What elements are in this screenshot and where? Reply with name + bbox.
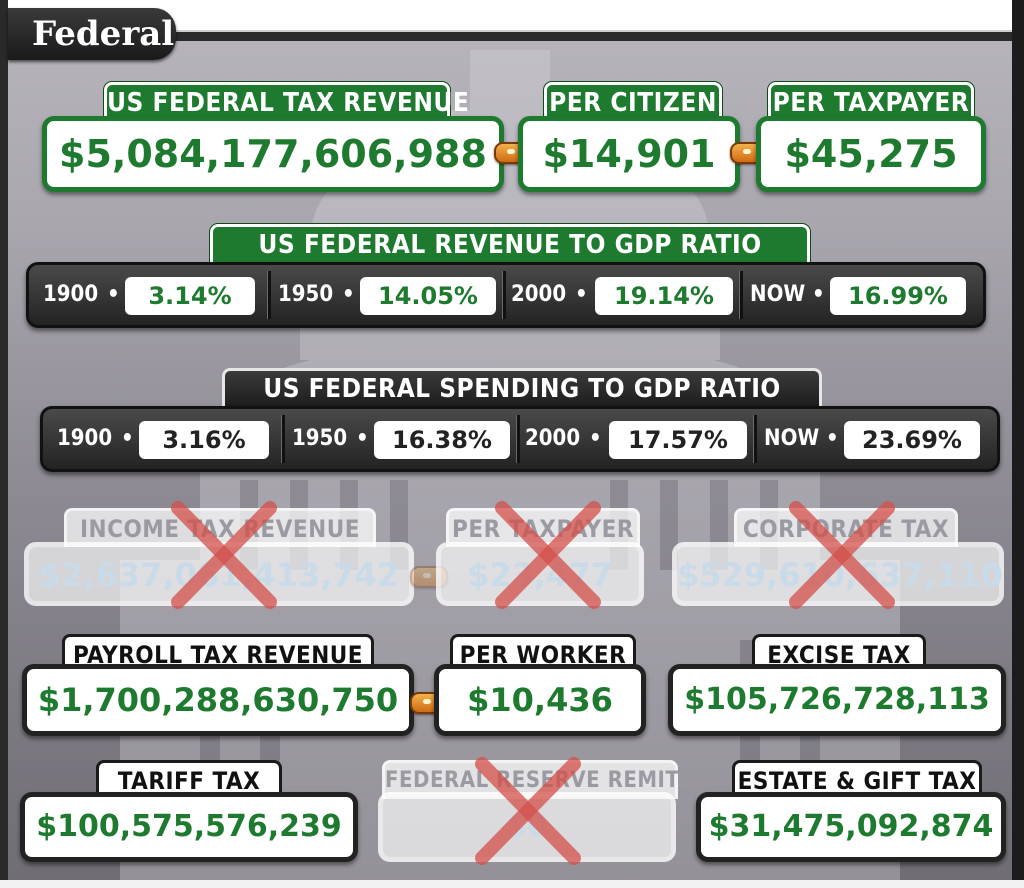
per-citizen-value: $14,901 (518, 116, 740, 192)
section-title: Federal (8, 8, 176, 60)
spending-gdp-value-1900: 3.16% (139, 421, 269, 459)
corporate-tax-value: $529,610,637,110 (672, 542, 1004, 606)
divider (281, 415, 285, 463)
per-taxpayer-title: PER TAXPAYER (768, 82, 974, 121)
header-rule (170, 30, 1012, 41)
revenue-gdp-year-2000: 2000 (511, 282, 567, 307)
federal-reserve-remit-value: $0 (378, 792, 676, 862)
left-edge (0, 0, 8, 888)
excise-tax-value: $105,726,728,113 (668, 664, 1006, 736)
revenue-gdp-year-1950: 1950 (278, 282, 334, 307)
federal-tax-revenue-title: US FEDERAL TAX REVENUE (104, 82, 469, 121)
right-edge (1012, 0, 1024, 888)
revenue-gdp-year-now: NOW (750, 282, 806, 307)
spending-gdp-title: US FEDERAL SPENDING TO GDP RATIO (222, 368, 822, 407)
spending-gdp-cell-2000: 2000 • 17.57% (519, 409, 753, 469)
spending-gdp-cell-now: NOW • 23.69% (756, 409, 997, 469)
spending-gdp-value-now: 23.69% (844, 421, 980, 459)
spending-gdp-value-2000: 17.57% (609, 421, 747, 459)
tariff-tax-value: $100,575,576,239 (20, 792, 358, 862)
bullet: • (342, 282, 355, 307)
bullet: • (356, 426, 369, 451)
income-tax-value: $2,637,061,413,742 (24, 542, 414, 606)
spending-gdp-year-2000: 2000 (525, 426, 581, 451)
revenue-gdp-cell-now: NOW • 16.99% (742, 265, 983, 325)
spending-gdp-year-1950: 1950 (292, 426, 348, 451)
revenue-gdp-cell-1900: 1900 • 3.14% (29, 265, 267, 325)
per-taxpayer-value: $45,275 (756, 116, 986, 192)
divider (502, 271, 506, 319)
divider (739, 271, 743, 319)
divider (753, 415, 757, 463)
bullet: • (812, 282, 825, 307)
revenue-gdp-value-now: 16.99% (830, 277, 966, 315)
divider (516, 415, 520, 463)
bottom-strip (0, 880, 1024, 888)
per-citizen-title: PER CITIZEN (544, 82, 722, 121)
revenue-gdp-value-1900: 3.14% (125, 277, 255, 315)
crossed-per-taxpayer-value: $23,477 (436, 542, 644, 606)
spending-gdp-value-1950: 16.38% (374, 421, 510, 459)
revenue-gdp-cell-2000: 2000 • 19.14% (505, 265, 739, 325)
bullet: • (589, 426, 602, 451)
bullet: • (121, 426, 134, 451)
revenue-gdp-value-1950: 14.05% (360, 277, 496, 315)
per-worker-value: $10,436 (434, 664, 646, 736)
spending-gdp-cell-1950: 1950 • 16.38% (284, 409, 516, 469)
estate-gift-tax-value: $31,475,092,874 (696, 792, 1006, 862)
spending-gdp-year-now: NOW (764, 426, 820, 451)
revenue-gdp-title: US FEDERAL REVENUE TO GDP RATIO (210, 224, 810, 263)
revenue-gdp-bar: 1900 • 3.14% 1950 • 14.05% 2000 • 19.14%… (26, 262, 986, 328)
divider (267, 271, 271, 319)
spending-gdp-cell-1900: 1900 • 3.16% (43, 409, 281, 469)
payroll-tax-value: $1,700,288,630,750 (22, 664, 414, 736)
bullet: • (575, 282, 588, 307)
federal-tax-revenue-value: $5,084,177,606,988 (42, 116, 504, 192)
spending-gdp-year-1900: 1900 (57, 426, 113, 451)
bullet: • (107, 282, 120, 307)
spending-gdp-bar: 1900 • 3.16% 1950 • 16.38% 2000 • 17.57%… (40, 406, 1000, 472)
revenue-gdp-value-2000: 19.14% (595, 277, 733, 315)
revenue-gdp-year-1900: 1900 (43, 282, 99, 307)
bullet: • (826, 426, 839, 451)
revenue-gdp-cell-1950: 1950 • 14.05% (270, 265, 502, 325)
